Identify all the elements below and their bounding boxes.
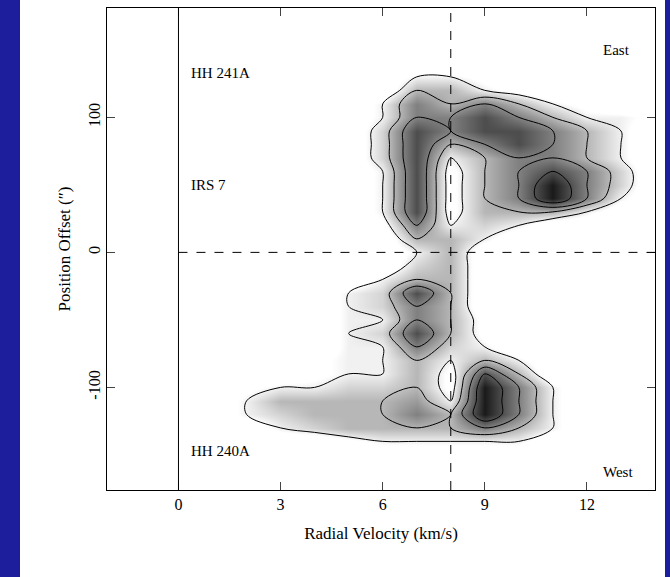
svg-text:100: 100	[86, 103, 103, 127]
svg-text:12: 12	[579, 496, 595, 513]
svg-text:Radial Velocity (km/s): Radial Velocity (km/s)	[304, 524, 458, 543]
svg-text:IRS 7: IRS 7	[191, 177, 226, 193]
svg-text:East: East	[603, 42, 630, 58]
svg-text:West: West	[603, 464, 633, 480]
svg-text:HH 241A: HH 241A	[191, 65, 250, 81]
svg-text:HH 240A: HH 240A	[191, 443, 250, 459]
svg-text:3: 3	[277, 496, 285, 513]
svg-text:0: 0	[86, 246, 103, 254]
svg-text:-100: -100	[86, 370, 103, 399]
svg-text:0: 0	[174, 496, 182, 513]
svg-text:9: 9	[481, 496, 489, 513]
svg-text:6: 6	[379, 496, 387, 513]
svg-text:Position Offset (″): Position Offset (″)	[55, 187, 74, 312]
